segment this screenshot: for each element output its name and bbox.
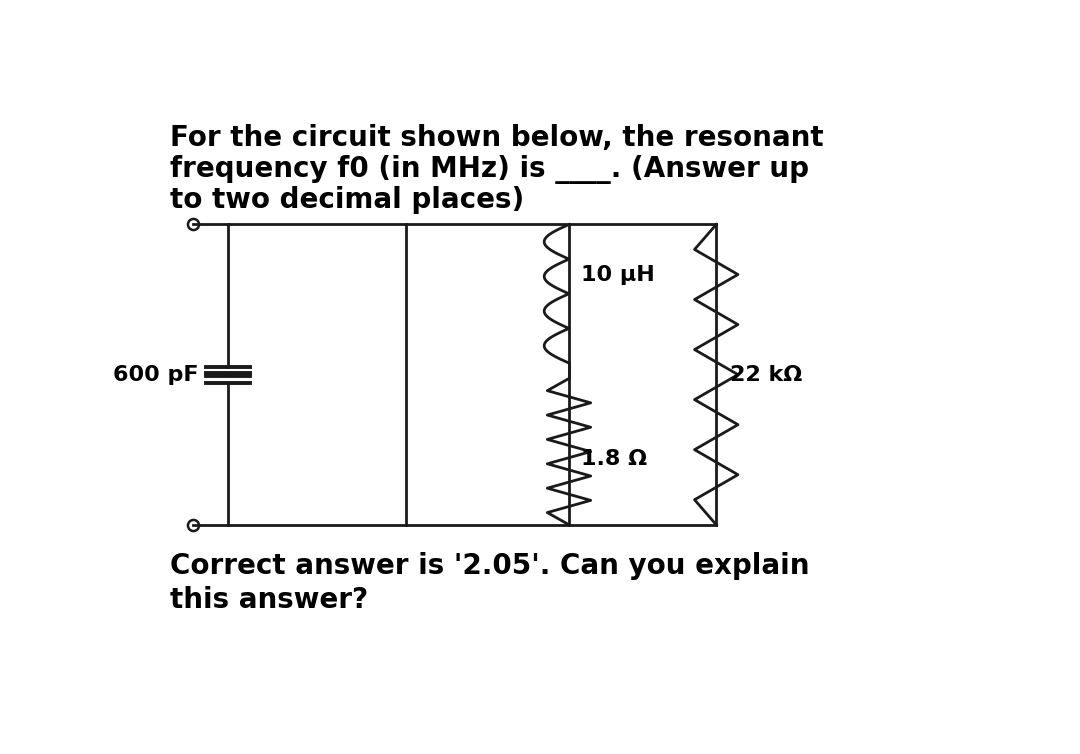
Text: to two decimal places): to two decimal places)	[170, 186, 524, 214]
Text: Correct answer is '2.05'. Can you explain: Correct answer is '2.05'. Can you explai…	[170, 552, 809, 580]
Text: 600 pF: 600 pF	[113, 365, 199, 385]
Text: For the circuit shown below, the resonant: For the circuit shown below, the resonan…	[170, 124, 824, 152]
Text: 10 μH: 10 μH	[581, 265, 654, 284]
Text: 22 kΩ: 22 kΩ	[730, 365, 802, 385]
Text: this answer?: this answer?	[170, 587, 368, 615]
Text: frequency f0 (in MHz) is ____. (Answer up: frequency f0 (in MHz) is ____. (Answer u…	[170, 155, 809, 184]
Text: 1.8 Ω: 1.8 Ω	[581, 449, 647, 469]
